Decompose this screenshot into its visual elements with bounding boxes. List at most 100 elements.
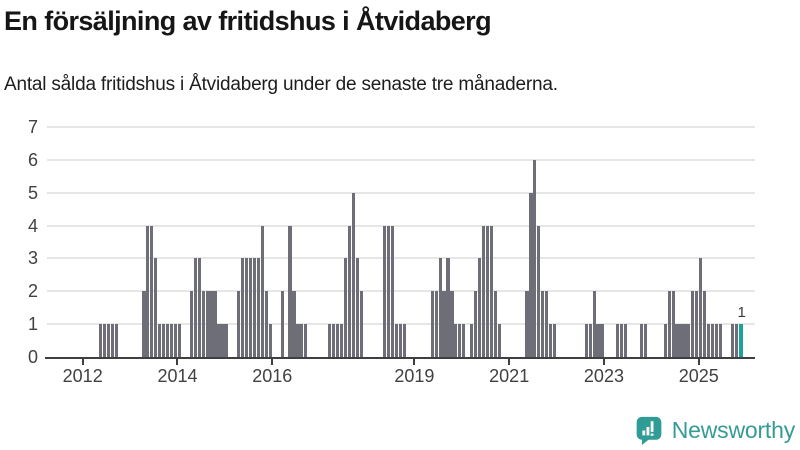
- y-axis-label-2: 2: [27, 281, 38, 302]
- bar-2017-5: [335, 324, 340, 357]
- bar-2025-6: [718, 324, 723, 357]
- x-axis-tick-2014: [176, 359, 179, 365]
- bar-2023-5: [620, 324, 624, 357]
- bar-2012-8: [110, 324, 114, 357]
- bar-2015-1: [225, 324, 229, 357]
- y-axis-label-6: 6: [27, 149, 38, 170]
- bar-2021-10: [545, 291, 549, 357]
- bar-2020-6: [481, 225, 486, 357]
- bar-2021-11: [549, 324, 553, 357]
- bar-2019-12: [458, 324, 462, 357]
- bar-2016-6: [292, 291, 296, 357]
- bar-2019-8: [442, 291, 446, 357]
- bar-2018-5: [383, 225, 387, 357]
- bar-2024-12: [695, 291, 699, 357]
- bar-2024-8: [679, 324, 683, 357]
- bar-2015-11: [264, 291, 268, 357]
- bar-2018-8: [395, 324, 399, 357]
- bar-2025-5: [714, 324, 719, 357]
- bar-2022-10: [592, 291, 596, 357]
- bar-2015-10: [260, 225, 264, 357]
- bar-2021-9: [541, 291, 545, 357]
- bar-2013-5: [146, 225, 150, 357]
- newsworthy-barchart-bubble-icon: [634, 415, 664, 446]
- bar-2014-1: [177, 324, 182, 357]
- x-axis-label-2023: 2023: [583, 366, 624, 386]
- bar-2022-11: [596, 324, 600, 357]
- bar-2025-4: [710, 324, 715, 357]
- bar-2024-5: [667, 291, 671, 357]
- bar-2017-9: [351, 192, 355, 357]
- bar-2020-10: [497, 324, 501, 357]
- bar-2021-6: [529, 192, 533, 357]
- bar-2019-9: [446, 258, 450, 357]
- bar-2017-10: [355, 258, 359, 357]
- bar-2014-11: [217, 324, 221, 357]
- bar-2013-4: [142, 291, 146, 357]
- x-axis-tick-2019: [413, 359, 416, 365]
- bar-2014-9: [209, 291, 213, 357]
- y-axis-label-7: 7: [27, 117, 38, 137]
- bar-2020-8: [489, 225, 494, 357]
- bar-2014-4: [189, 291, 193, 357]
- bar-2016-3: [280, 291, 284, 357]
- bar-2021-7: [533, 159, 537, 357]
- bar-2017-6: [339, 324, 343, 357]
- bar-2015-8: [252, 258, 257, 357]
- bar-2025-3: [707, 324, 711, 357]
- bar-2020-5: [478, 258, 482, 357]
- x-axis-label-2014: 2014: [157, 366, 198, 386]
- bar-2017-3: [327, 324, 332, 357]
- y-axis-label-0: 0: [27, 347, 38, 367]
- gridline-y2: [47, 290, 755, 293]
- bar-2020-4: [474, 291, 478, 357]
- x-axis-tick-2016: [271, 359, 274, 365]
- bar-2017-7: [343, 258, 347, 357]
- bar-2024-4: [663, 324, 667, 357]
- bar-2025-2: [703, 291, 707, 357]
- bar-2019-11: [454, 324, 458, 357]
- bar-2025-10: [734, 324, 738, 357]
- bar-2017-4: [331, 324, 336, 357]
- bar-2014-12: [221, 324, 225, 357]
- x-axis-label-2016: 2016: [252, 366, 293, 386]
- bar-2024-11: [691, 291, 695, 357]
- brand-name: Newsworthy: [671, 417, 795, 443]
- bar-2013-6: [150, 225, 154, 357]
- y-axis-label-5: 5: [27, 182, 38, 203]
- gridline-y4: [47, 224, 755, 227]
- bar-2021-8: [537, 225, 541, 357]
- x-axis-line: [45, 357, 755, 359]
- bar-2025-9: [730, 324, 734, 357]
- gridline-y6: [47, 158, 755, 161]
- bar-2014-8: [205, 291, 209, 357]
- bar-2018-6: [387, 225, 391, 357]
- bar-2018-7: [391, 225, 395, 357]
- bar-2020-1: [462, 324, 466, 357]
- bar-2018-10: [402, 324, 407, 357]
- y-axis-label-4: 4: [27, 215, 38, 236]
- bar-2015-6: [245, 258, 249, 357]
- x-axis-label-2025: 2025: [678, 366, 719, 386]
- newsworthy-logo[interactable]: Newsworthy: [634, 415, 795, 446]
- bar-2014-7: [201, 291, 205, 357]
- gridline-y5: [47, 191, 755, 194]
- bar-2015-4: [237, 291, 241, 357]
- bar-2013-8: [158, 324, 162, 357]
- page-title: En försäljning av fritidshus i Åtvidaber…: [4, 6, 492, 36]
- bar-2022-9: [588, 324, 592, 357]
- bar-2015-7: [248, 258, 253, 357]
- x-axis-tick-2025: [697, 359, 700, 365]
- bar-2014-5: [193, 258, 197, 357]
- bar-2019-5: [430, 291, 434, 357]
- bar-chart: 0 1 2 3 4 5 6 7 2012 2014 2016 2019 2021 2023 2025 1: [27, 117, 755, 386]
- bar-2020-9: [493, 291, 497, 357]
- bar-2024-10: [687, 324, 691, 357]
- x-axis-tick-2012: [81, 359, 84, 365]
- bar-2016-7: [296, 324, 300, 357]
- bar-2013-9: [162, 324, 166, 357]
- bar-2024-7: [675, 324, 679, 357]
- bar-2018-9: [399, 324, 403, 357]
- bar-2016-8: [300, 324, 304, 357]
